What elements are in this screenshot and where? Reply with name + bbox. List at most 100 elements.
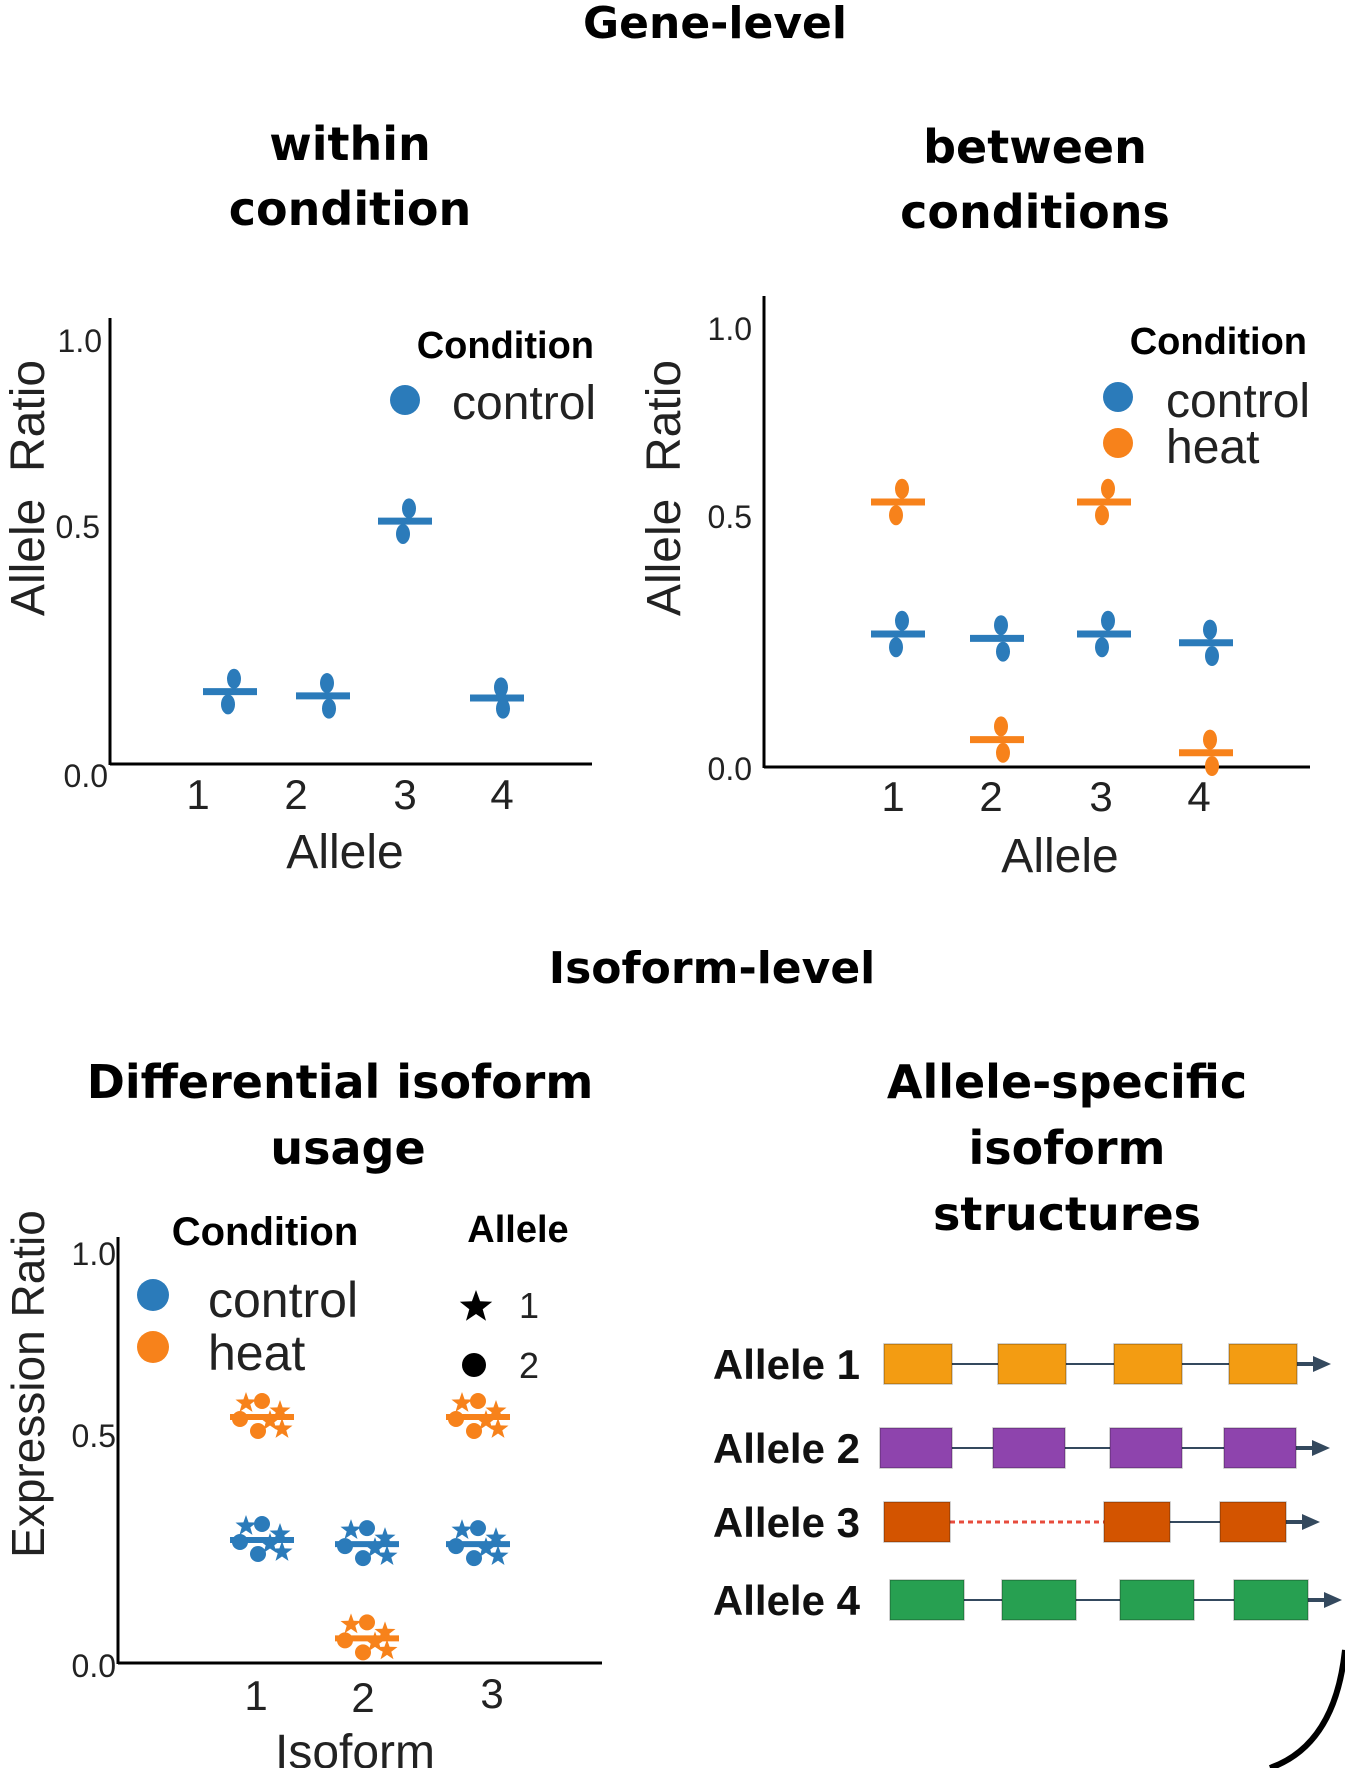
panel-title-within-2: condition <box>229 182 471 236</box>
data-point-star-control <box>374 1527 396 1547</box>
y-tick-label: 0.0 <box>708 751 752 787</box>
exon-box <box>879 1427 953 1469</box>
x-tick-label: 2 <box>979 773 1002 820</box>
legend-marker-control <box>137 1279 169 1311</box>
exon-box <box>889 1579 965 1621</box>
data-point-star-heat <box>485 1400 507 1420</box>
data-point-star-control <box>259 1533 281 1553</box>
legend-label-allele-2: 2 <box>519 1345 539 1386</box>
data-point-star-control <box>485 1527 507 1547</box>
legend-title-allele: Allele <box>467 1209 568 1251</box>
legend-marker-circle <box>462 1353 486 1377</box>
y-tick-label: 1.0 <box>708 311 752 347</box>
arrow-head-icon <box>1313 1356 1331 1372</box>
exon-box <box>883 1343 953 1385</box>
data-point-control <box>1203 619 1217 640</box>
data-point-control <box>1095 637 1109 658</box>
legend-marker-control <box>390 385 420 415</box>
legend-star-icon <box>459 1290 493 1321</box>
data-point-circle-control <box>466 1550 482 1567</box>
data-point-star-heat <box>259 1410 281 1430</box>
chart-marks <box>230 1392 510 1661</box>
x-tick-label: 2 <box>351 1674 374 1721</box>
isoform-structure-diagram: Allele 1 Allele 2 Allele 3 Allele 4 <box>713 1341 1342 1624</box>
data-point-star-control <box>451 1519 473 1539</box>
data-point-star-heat <box>376 1639 398 1660</box>
legend-label-control: control <box>1166 375 1310 428</box>
data-point-star-control <box>271 1541 293 1561</box>
data-point-circle-heat <box>254 1393 270 1409</box>
x-tick-label: 1 <box>881 773 904 820</box>
allele-label: Allele 1 <box>713 1341 860 1388</box>
data-point-star-control <box>475 1537 497 1557</box>
data-point-star-control <box>235 1515 257 1535</box>
y-axis-label: Allele Ratio <box>638 360 691 616</box>
data-point-heat <box>996 742 1010 763</box>
legend-marker-control <box>1103 382 1133 412</box>
data-point-circle-control <box>448 1538 464 1555</box>
exon-box <box>1001 1579 1077 1621</box>
data-point-heat <box>994 716 1008 737</box>
y-tick-label: 0.5 <box>708 499 752 535</box>
exon-box <box>1119 1579 1195 1621</box>
data-point-circle-control <box>470 1520 486 1537</box>
y-tick-label: 0.5 <box>56 509 100 545</box>
exon-box <box>1219 1501 1287 1543</box>
chart-diu: 1.0 0.5 0.0 1 2 3 Isoform Expression Rat… <box>2 1209 602 1768</box>
legend-label-control: control <box>208 1272 358 1328</box>
legend-marker-heat <box>1103 428 1133 458</box>
data-point-star-heat <box>271 1418 293 1438</box>
exon-box <box>997 1343 1067 1385</box>
x-tick-label: 3 <box>1089 773 1112 820</box>
data-point-heat <box>1205 756 1219 776</box>
panel-title-asis-1: Allele-specific <box>887 1055 1247 1109</box>
x-tick-label: 1 <box>244 1672 267 1719</box>
data-point-control <box>227 668 241 689</box>
data-point-heat <box>1101 478 1115 499</box>
exon-box <box>992 1427 1066 1469</box>
legend-label-heat: heat <box>208 1325 305 1381</box>
data-point-circle-control <box>337 1538 353 1555</box>
arrow-head-icon <box>1302 1514 1320 1530</box>
data-point-control <box>994 615 1008 636</box>
legend-label-control: control <box>452 377 596 430</box>
y-tick-label: 1.0 <box>72 1236 116 1272</box>
data-point-control <box>889 637 903 658</box>
chart-marks <box>203 498 524 719</box>
section-title-isoform: Isoform-level <box>549 943 876 994</box>
allele-label: Allele 3 <box>713 1499 860 1546</box>
data-point-circle-heat <box>355 1644 371 1661</box>
data-point-star-heat <box>364 1631 386 1652</box>
legend-label-allele-1: 1 <box>519 1285 539 1326</box>
data-point-circle-heat <box>232 1411 248 1427</box>
panel-title-diu-1: Differential isoform <box>87 1055 594 1109</box>
panel-title-diu-2: usage <box>270 1121 425 1175</box>
chart-marks <box>871 478 1233 776</box>
data-point-control <box>496 698 510 719</box>
data-point-control <box>1205 646 1219 666</box>
data-point-control <box>396 523 410 544</box>
data-point-circle-heat <box>466 1423 482 1439</box>
exon-box <box>1223 1427 1297 1469</box>
data-point-star-control <box>340 1519 362 1539</box>
x-tick-label: 3 <box>393 771 416 818</box>
data-point-control <box>1101 610 1115 631</box>
x-axis-label: Allele <box>1001 830 1118 883</box>
panel-title-between-1: between <box>923 120 1147 174</box>
data-point-control <box>996 641 1010 662</box>
data-point-star-heat <box>451 1392 473 1412</box>
data-point-star-heat <box>374 1621 396 1642</box>
exon-box <box>1103 1501 1171 1543</box>
panel-title-asis-2: isoform <box>969 1121 1166 1175</box>
exon-box <box>1109 1427 1183 1469</box>
x-tick-label: 3 <box>480 1670 503 1717</box>
data-point-star-heat <box>475 1410 497 1430</box>
data-point-star-control <box>487 1545 509 1565</box>
y-tick-label: 1.0 <box>58 323 102 359</box>
data-point-star-heat <box>340 1613 362 1634</box>
data-point-control <box>221 694 235 715</box>
allele-label: Allele 2 <box>713 1425 860 1472</box>
legend-title: Condition <box>417 325 594 367</box>
exon-box <box>1233 1579 1309 1621</box>
arrow-head-icon <box>1324 1592 1342 1608</box>
